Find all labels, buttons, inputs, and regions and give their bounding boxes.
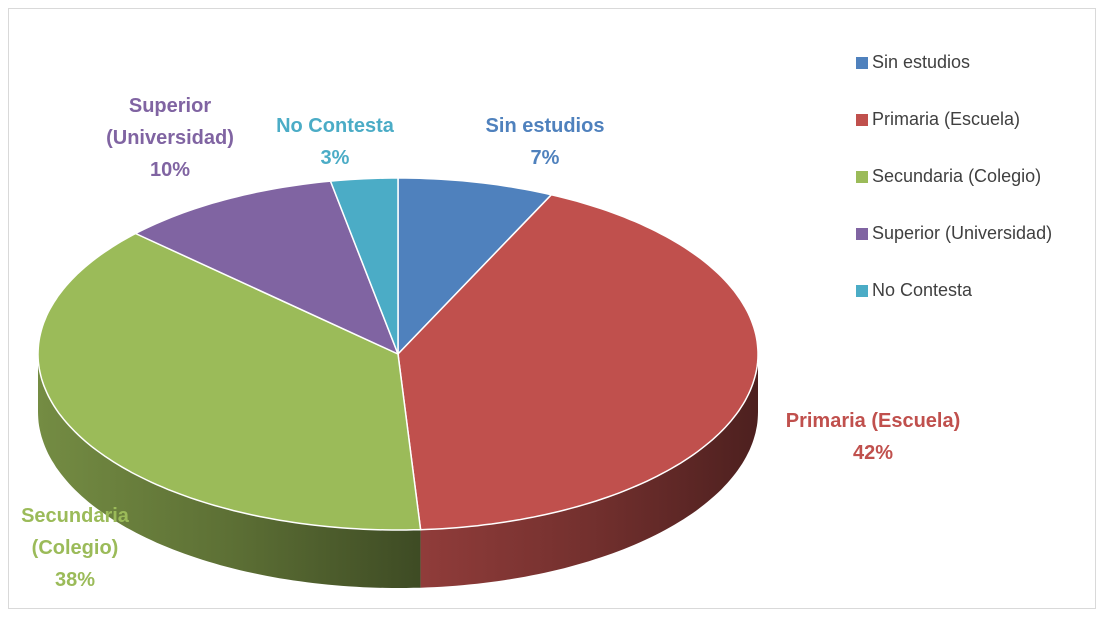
- legend-label: Sin estudios: [872, 52, 971, 72]
- data-label: Sin estudios 7%: [395, 110, 695, 174]
- data-label: Secundaria (Colegio) 38%: [10, 500, 140, 596]
- slice: [329, 177, 399, 355]
- label-value: 38%: [54, 569, 96, 591]
- label-value: 7%: [530, 147, 560, 169]
- slice: [37, 232, 422, 531]
- legend-swatch: [856, 170, 868, 183]
- slice-side: [38, 354, 421, 588]
- legend-item: Superior (Universidad): [856, 223, 1052, 244]
- legend-swatch: [856, 56, 868, 69]
- label-category: No Contesta: [276, 115, 394, 137]
- label-category: Superior (Universidad): [106, 95, 234, 149]
- legend-swatch: [856, 284, 868, 297]
- legend-swatch: [856, 227, 868, 240]
- slice-side: [420, 354, 758, 588]
- slice: [397, 193, 759, 531]
- label-category: Secundaria (Colegio): [21, 505, 129, 559]
- legend-label: Secundaria (Colegio): [872, 166, 1042, 186]
- legend-item: Sin estudios: [856, 52, 970, 73]
- legend-label: Primaria (Escuela): [872, 109, 1021, 129]
- legend-swatch: [856, 113, 868, 126]
- label-value: 10%: [149, 159, 191, 181]
- label-category: Primaria (Escuela): [785, 410, 961, 432]
- slice: [133, 180, 400, 356]
- legend-item: No Contesta: [856, 280, 972, 301]
- legend-item: Secundaria (Colegio): [856, 166, 1041, 187]
- legend-label: No Contesta: [872, 280, 973, 300]
- label-value: 3%: [320, 147, 350, 169]
- label-value: 42%: [852, 442, 894, 464]
- data-label: Primaria (Escuela) 42%: [723, 405, 1023, 469]
- slice: [397, 177, 553, 356]
- legend-item: Primaria (Escuela): [856, 109, 1020, 130]
- data-label: No Contesta 3%: [185, 110, 485, 174]
- legend-label: Superior (Universidad): [872, 223, 1053, 243]
- label-category: Sin estudios: [485, 115, 605, 137]
- data-label: Superior (Universidad) 10%: [90, 90, 250, 186]
